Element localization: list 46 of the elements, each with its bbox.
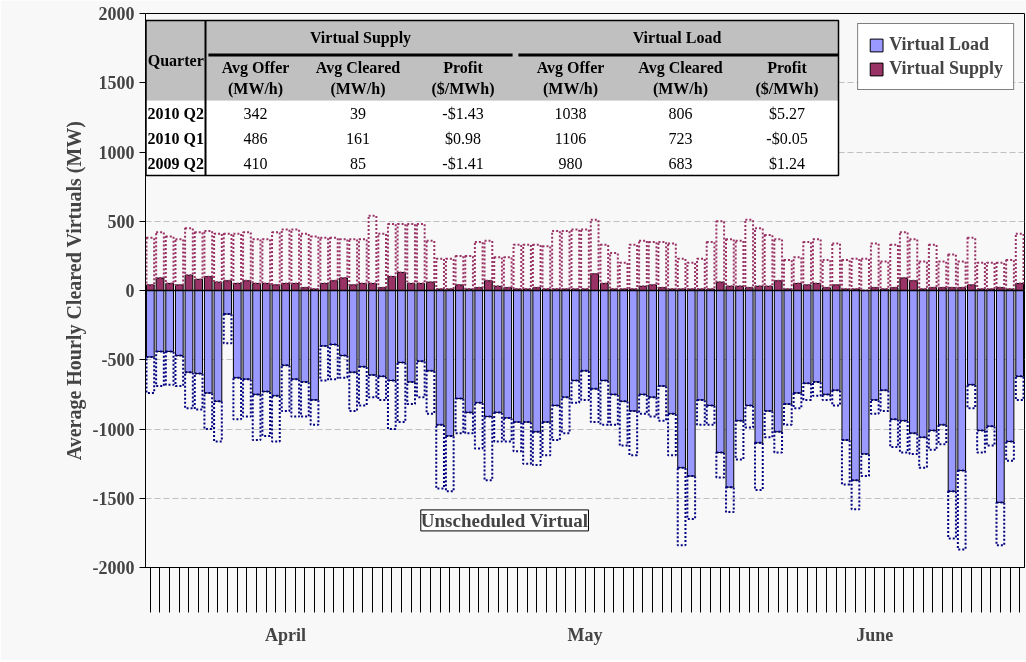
annotation: 410 [243, 154, 268, 172]
x-tick-label: June [856, 624, 894, 645]
y-tick-label: 500 [107, 211, 135, 232]
annotation: Avg Offer (MW/h) [536, 59, 605, 98]
y-tick-label: -1000 [92, 419, 135, 440]
annotation: Avg Offer (MW/h) [221, 59, 290, 98]
legend-label: Virtual Load [889, 34, 989, 55]
x-tick-label: April [265, 624, 307, 645]
annotation: 1106 [554, 129, 587, 147]
annotation: 2009 Q2 [147, 154, 204, 172]
annotation: 39 [350, 104, 366, 122]
annotation: Profit ($/MWh) [755, 59, 819, 98]
y-tick-label: -2000 [92, 558, 135, 578]
annotation: -$1.41 [442, 154, 484, 172]
annotation: Avg Cleared (MW/h) [638, 59, 723, 98]
annotation: Profit ($/MWh) [431, 59, 495, 98]
annotation: $0.98 [445, 129, 481, 147]
annotation: Unscheduled Virtual [420, 509, 589, 531]
annotation: $5.27 [769, 104, 805, 122]
y-tick-label: -1500 [92, 488, 135, 509]
annotation: Virtual Supply [309, 29, 412, 48]
y-tick-label: 2000 [98, 4, 135, 24]
annotation: 85 [350, 154, 366, 172]
annotation: 723 [668, 129, 693, 147]
y-tick-label: 0 [125, 281, 135, 301]
annotation: 806 [668, 104, 693, 122]
annotation: $1.24 [769, 154, 805, 172]
x-tick-label: May [567, 624, 603, 645]
annotation: Quarter [147, 52, 204, 70]
annotation: 1038 [554, 104, 587, 122]
annotation: 161 [346, 129, 370, 147]
y-tick-label: 1500 [98, 73, 135, 94]
annotation: Virtual Load [632, 29, 722, 47]
annotation: 683 [668, 154, 693, 172]
annotation: -$0.05 [766, 129, 808, 147]
y-axis-title: Average Hourly Cleared Virtuals (MW) [62, 121, 86, 461]
y-tick-label: -500 [101, 350, 135, 371]
annotation: Avg Cleared (MW/h) [315, 59, 401, 98]
annotation: 2010 Q1 [147, 129, 204, 147]
annotation: 486 [243, 129, 268, 147]
legend-label: Virtual Supply [889, 58, 1003, 79]
annotation: 980 [558, 154, 583, 172]
annotation: 2010 Q2 [147, 104, 204, 122]
y-tick-label: 1000 [98, 142, 135, 163]
annotation: -$1.43 [442, 104, 484, 122]
annotation: 342 [243, 104, 268, 122]
